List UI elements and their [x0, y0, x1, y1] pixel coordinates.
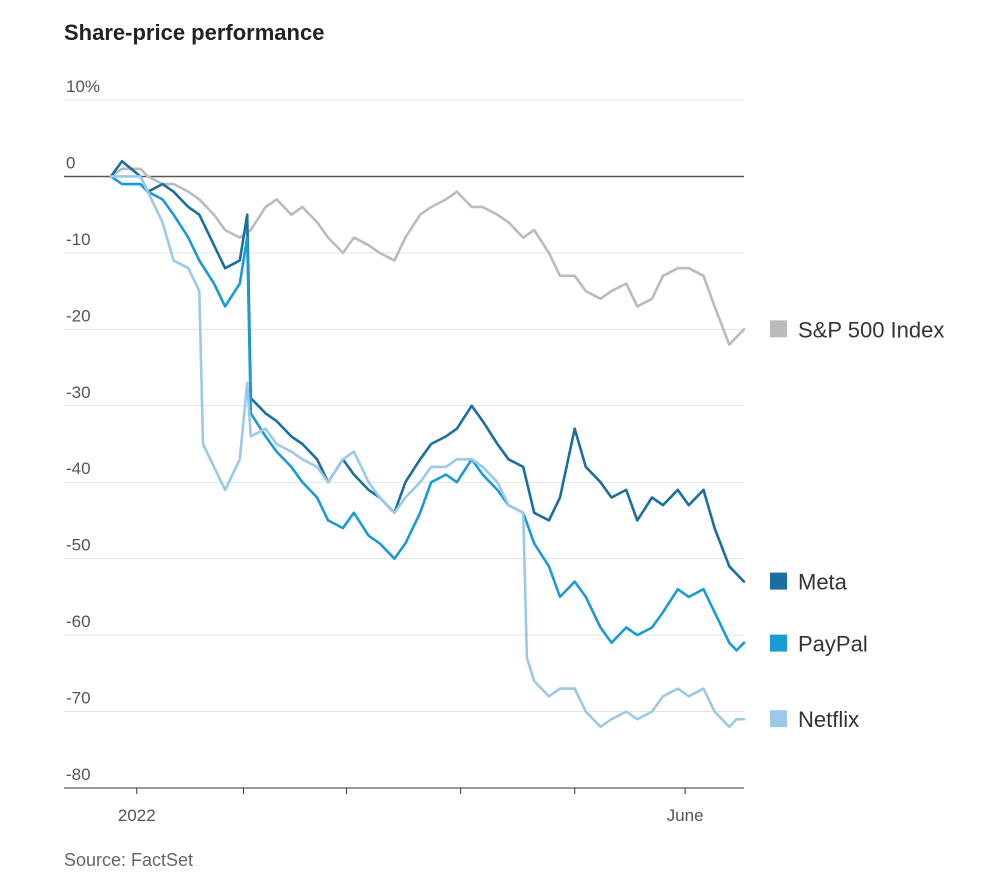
series-line-s-p-500-index	[109, 167, 746, 346]
x-tick-label: 2022	[118, 806, 156, 825]
y-tick-label: -50	[66, 536, 91, 555]
series-lines	[109, 159, 746, 729]
legend-label-paypal: PayPal	[798, 632, 868, 657]
legend: S&P 500 Index Meta PayPal Netflix	[770, 317, 944, 732]
series-line-meta	[109, 159, 746, 583]
x-axis: 2022 June	[118, 788, 704, 825]
y-tick-label: 0	[66, 153, 75, 172]
chart-title: Share-price performance	[64, 20, 325, 45]
y-tick-label: -40	[66, 459, 91, 478]
source-note: Source: FactSet	[64, 850, 194, 870]
y-tick-label: -10	[66, 230, 91, 249]
x-tick-label: June	[667, 806, 704, 825]
series-line-paypal	[109, 175, 746, 652]
legend-swatch-paypal	[770, 634, 787, 652]
y-tick-label: 10%	[66, 77, 100, 96]
legend-swatch-netflix	[770, 710, 787, 728]
gridlines	[64, 99, 744, 789]
y-tick-label: -30	[66, 383, 91, 402]
y-tick-label: -20	[66, 306, 91, 325]
y-tick-label: -70	[66, 689, 91, 708]
legend-swatch-s-p-500-index	[770, 320, 787, 338]
y-tick-label: -80	[66, 765, 91, 784]
y-axis-ticks: 10% 0 -10 -20 -30 -40 -50 -60 -70 -80	[66, 77, 100, 784]
legend-swatch-meta	[770, 572, 787, 590]
legend-label-meta: Meta	[798, 570, 848, 595]
y-tick-label: -60	[66, 612, 91, 631]
legend-label-s-p-500-index: S&P 500 Index	[798, 317, 944, 342]
series-line-netflix	[109, 175, 746, 729]
legend-label-netflix: Netflix	[798, 707, 859, 732]
